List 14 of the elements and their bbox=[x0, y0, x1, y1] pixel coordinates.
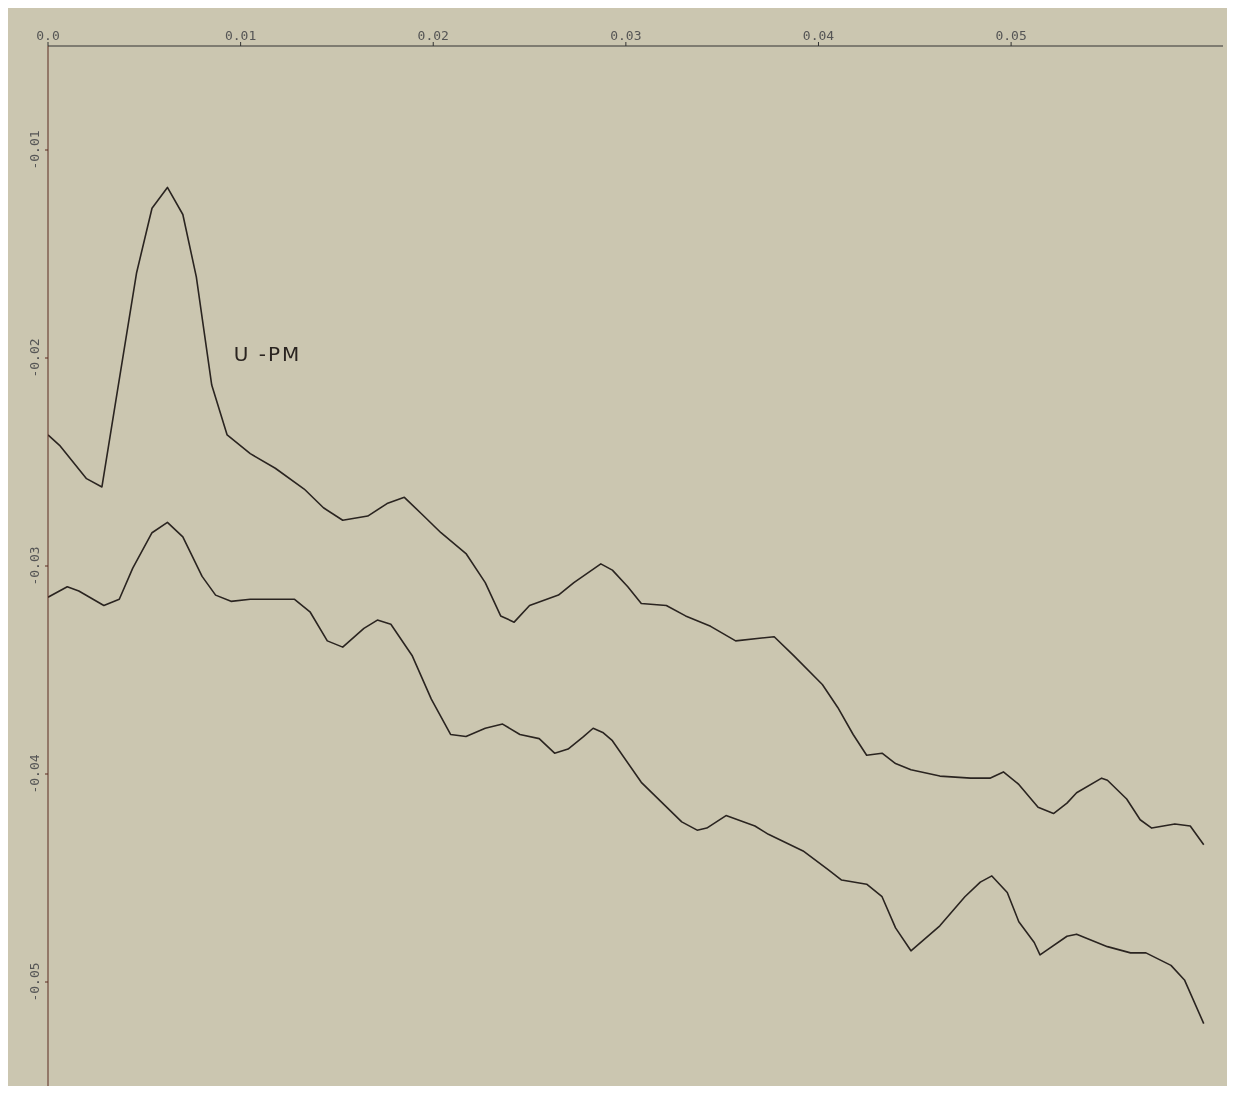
y-tick-label: -0.02 bbox=[27, 338, 42, 378]
line-series bbox=[48, 186, 1205, 846]
x-tick-label: 0.03 bbox=[610, 28, 642, 43]
x-tick-label: 0.02 bbox=[417, 28, 449, 43]
y-tick-label: -0.04 bbox=[27, 754, 42, 794]
series-label: U -PM bbox=[233, 342, 302, 367]
y-tick-label: -0.05 bbox=[27, 962, 42, 1002]
x-tick-label: 0.0 bbox=[36, 28, 60, 43]
x-tick-label: 0.04 bbox=[802, 28, 835, 43]
y-tick-label: -0.01 bbox=[27, 130, 42, 170]
line-series bbox=[48, 521, 1205, 1025]
y-tick-label: -0.03 bbox=[27, 546, 42, 586]
x-tick-label: 0.05 bbox=[995, 28, 1027, 43]
x-tick-label: 0.01 bbox=[224, 28, 257, 43]
